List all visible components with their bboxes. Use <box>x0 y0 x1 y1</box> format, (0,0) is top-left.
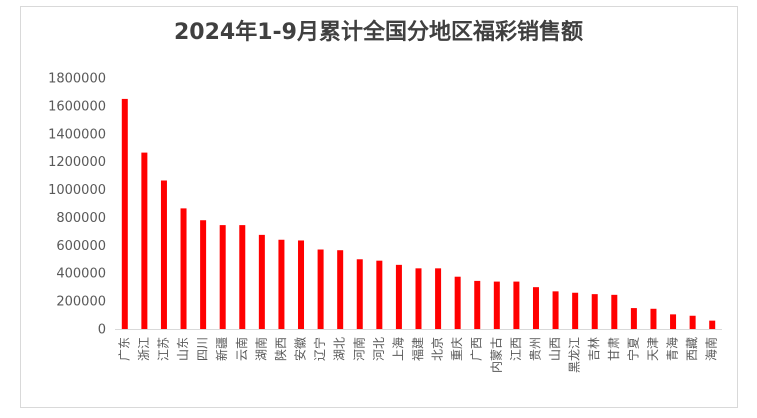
x-tick-label: 黑龙江 <box>568 337 582 373</box>
x-tick-label: 江西 <box>509 337 523 361</box>
bar <box>650 308 657 329</box>
bar <box>415 268 422 329</box>
x-tick-label: 西藏 <box>685 337 699 361</box>
bar <box>572 292 579 329</box>
x-tick-label: 四川 <box>196 337 210 361</box>
bars <box>121 98 716 330</box>
bar <box>493 281 500 329</box>
x-tick-label: 广西 <box>470 337 484 361</box>
y-tick-label: 1400000 <box>48 127 106 142</box>
x-tick-label: 内蒙古 <box>488 337 503 373</box>
bar <box>611 294 618 329</box>
bar <box>513 281 520 329</box>
y-tick-label: 800000 <box>56 211 106 226</box>
x-tick-label: 山西 <box>548 337 562 361</box>
bar <box>689 315 696 329</box>
bar <box>200 220 207 329</box>
x-tick-label: 辽宁 <box>312 337 327 361</box>
chart-frame <box>20 6 738 408</box>
x-tick-label: 湖北 <box>332 337 347 361</box>
y-tick-label: 1200000 <box>48 155 106 170</box>
bar <box>670 314 677 329</box>
bar <box>337 250 344 329</box>
x-tick-label: 吉林 <box>587 337 601 361</box>
bar <box>258 234 265 329</box>
bar <box>591 294 598 329</box>
x-tick-label: 上海 <box>390 337 405 361</box>
y-tick-label: 1600000 <box>48 99 106 114</box>
bar <box>160 180 167 329</box>
bar <box>376 260 383 329</box>
bar <box>395 264 402 329</box>
x-tick-label: 宁夏 <box>625 337 640 361</box>
x-tick-label: 江苏 <box>156 337 170 361</box>
x-tick-label: 甘肃 <box>607 337 621 361</box>
x-tick-label: 广东 <box>117 337 131 361</box>
y-tick-label: 400000 <box>56 267 106 282</box>
x-tick-label: 北京 <box>431 337 445 361</box>
y-tick-label: 0 <box>98 323 106 338</box>
x-tick-label: 湖南 <box>253 337 268 361</box>
bar <box>121 98 128 330</box>
y-tick-label: 1000000 <box>48 183 106 198</box>
x-tick-label: 河南 <box>351 337 366 361</box>
x-tick-label: 浙江 <box>137 337 151 361</box>
bar <box>298 240 305 329</box>
x-tick-label: 福建 <box>410 337 425 361</box>
x-tick-label: 贵州 <box>528 337 542 361</box>
x-tick-label: 天津 <box>646 337 660 361</box>
bar <box>552 291 559 329</box>
bar <box>141 152 148 329</box>
x-tick-label: 新疆 <box>214 337 229 361</box>
y-tick-label: 200000 <box>56 295 106 310</box>
x-tick-label: 云南 <box>234 337 249 361</box>
bar <box>454 276 461 329</box>
x-axis: 广东 浙江 江苏 山东 四川 新疆 云南 湖南 陕西 安徽 辽宁 湖北 河南 河北 上海 福建 北京 重庆 广西 内蒙… <box>115 329 722 373</box>
x-tick-label: 青海 <box>665 337 680 361</box>
bar <box>474 280 481 329</box>
bar <box>709 320 716 329</box>
bar <box>532 287 539 329</box>
bar <box>219 225 226 329</box>
x-tick-label: 重庆 <box>450 337 464 361</box>
y-tick-label: 600000 <box>56 239 106 254</box>
x-tick-label: 海南 <box>704 337 719 361</box>
y-tick-label: 1800000 <box>48 72 106 87</box>
x-tick-label: 河北 <box>372 337 386 361</box>
bar <box>435 268 442 329</box>
x-tick-label: 山东 <box>176 337 190 361</box>
bar <box>278 239 285 329</box>
bar <box>180 208 187 329</box>
bar <box>356 259 363 329</box>
chart-title: 2024年1-9月累计全国分地区福彩销售额 <box>174 20 583 45</box>
bar <box>630 308 637 329</box>
bar <box>239 225 246 329</box>
x-tick-label: 陕西 <box>273 337 288 361</box>
bar <box>317 249 324 329</box>
x-tick-label: 安徽 <box>293 337 308 361</box>
y-axis: 0 200000 400000 600000 800000 1000000 1200000 1… <box>48 72 106 338</box>
